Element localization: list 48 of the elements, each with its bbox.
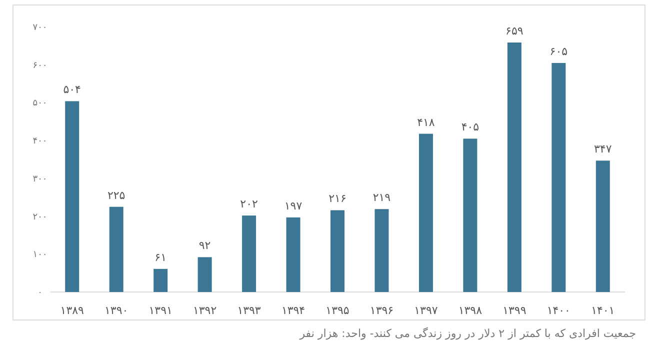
data-label: ۵۰۴ (63, 83, 82, 96)
bar (286, 217, 300, 292)
data-label: ۳۴۷ (594, 142, 612, 156)
y-tick-label: ۲۰۰ (32, 212, 48, 222)
x-tick-label: ۱۴۰۰ (546, 304, 570, 317)
x-tick-label: ۱۳۹۰ (104, 304, 128, 317)
bar (596, 160, 610, 292)
data-label: ۲۰۲ (240, 198, 258, 211)
data-label: ۱۹۷ (284, 199, 302, 212)
data-label: ۴۱۸ (417, 116, 435, 129)
data-label: ۴۰۵ (461, 120, 480, 134)
x-tick-label: ۱۳۸۹ (60, 304, 84, 317)
bar (109, 206, 124, 292)
y-tick-label: ۰ (38, 288, 42, 298)
x-tick-label: ۱۳۹۳ (237, 304, 261, 317)
bar (198, 257, 212, 292)
y-tick-label: ۷۰۰ (32, 23, 48, 33)
bar (330, 210, 344, 292)
bar (418, 134, 433, 292)
bar (242, 216, 256, 292)
bar (65, 101, 80, 292)
data-label: ۶۰۵ (550, 44, 568, 58)
bar (154, 268, 168, 292)
y-tick-label: ۶۰۰ (32, 60, 48, 71)
bar (552, 62, 566, 292)
x-tick-label: ۱۳۹۸ (458, 304, 482, 317)
data-label: ۲۲۵ (107, 188, 126, 202)
bar (374, 209, 389, 292)
data-label: ۹۲ (198, 239, 211, 252)
data-label: ۲۱۶ (328, 192, 346, 206)
data-label: ۲۱۹ (372, 191, 391, 204)
bar (463, 138, 478, 292)
x-tick-label: ۱۳۹۹ (502, 304, 526, 317)
x-tick-label: ۱۴۰۱ (591, 304, 615, 317)
x-tick-label: ۱۳۹۴ (281, 304, 306, 317)
y-tick-label: ۵۰۰ (32, 98, 48, 109)
x-tick-label: ۱۳۹۱ (148, 304, 172, 317)
x-tick-label: ۱۳۹۲ (192, 304, 217, 317)
x-tick-label: ۱۳۹۶ (370, 304, 394, 317)
y-tick-label: ۳۰۰ (32, 174, 48, 184)
text: جمعیت افرادی که با کمتر از ۲ دلار در روز زندگی می کنند- واحد: هزار نفر (298, 327, 636, 340)
x-tick-label: ۱۳۹۷ (414, 304, 438, 317)
x-tick-label: ۱۳۹۵ (326, 304, 350, 317)
y-tick-label: ۱۰۰ (32, 250, 48, 260)
bar (507, 42, 522, 292)
y-tick-label: ۴۰۰ (32, 136, 48, 147)
data-label: ۶۵۹ (506, 24, 524, 38)
data-label: ۶۱ (154, 250, 166, 264)
